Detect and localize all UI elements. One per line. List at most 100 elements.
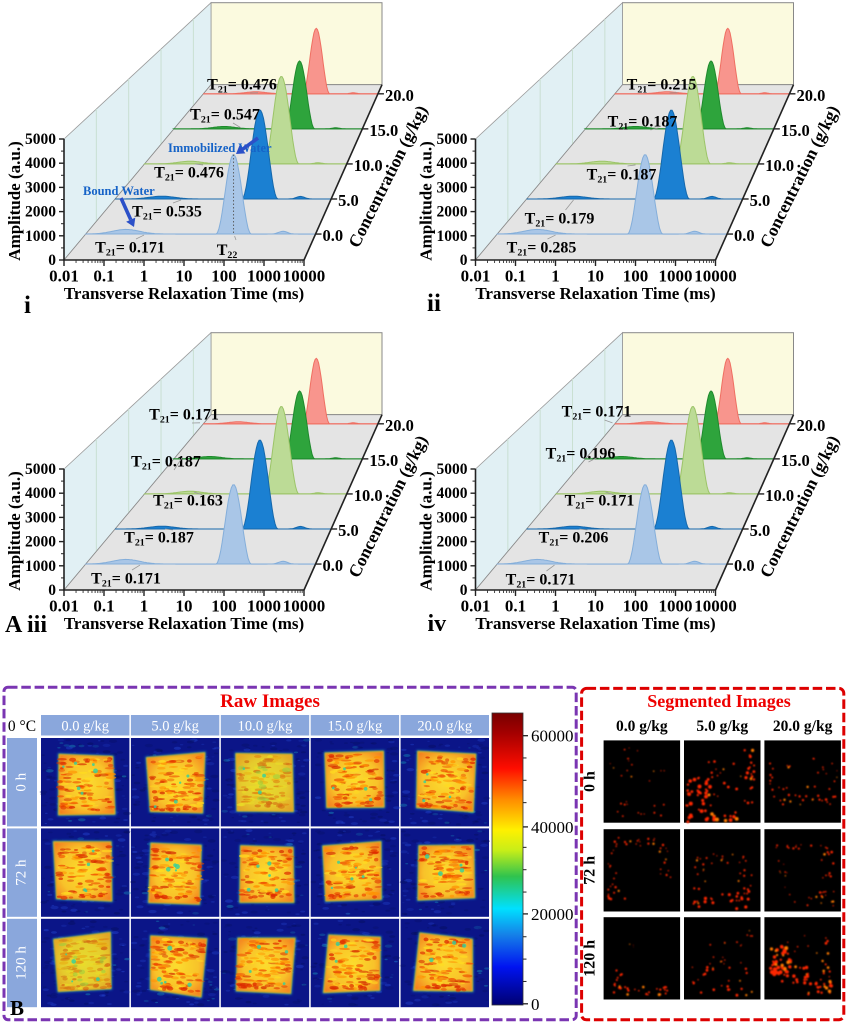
svg-text:5.0: 5.0 bbox=[750, 521, 771, 540]
svg-text:15.0: 15.0 bbox=[369, 451, 398, 470]
svg-text:2000: 2000 bbox=[25, 534, 56, 551]
svg-text:0 h: 0 h bbox=[14, 772, 30, 791]
svg-text:20.0: 20.0 bbox=[796, 86, 825, 105]
svg-text:100: 100 bbox=[623, 267, 649, 286]
svg-text:1: 1 bbox=[140, 267, 149, 286]
svg-text:T21= 0.476: T21= 0.476 bbox=[154, 165, 224, 184]
svg-text:120 h: 120 h bbox=[14, 946, 30, 980]
svg-text:3000: 3000 bbox=[25, 179, 56, 196]
svg-text:1000: 1000 bbox=[437, 228, 468, 245]
svg-text:Raw Images: Raw Images bbox=[220, 691, 320, 712]
svg-text:Amplitude (a.u.): Amplitude (a.u.) bbox=[5, 141, 24, 260]
svg-text:T21= 0.285: T21= 0.285 bbox=[507, 240, 577, 259]
svg-text:10: 10 bbox=[176, 267, 193, 286]
svg-text:T21= 0.547: T21= 0.547 bbox=[190, 107, 260, 126]
svg-text:Bound Water: Bound Water bbox=[83, 184, 155, 198]
svg-text:20.0 g/kg: 20.0 g/kg bbox=[417, 719, 472, 735]
svg-text:4000: 4000 bbox=[25, 485, 56, 502]
svg-text:T21= 0.171: T21= 0.171 bbox=[565, 493, 635, 512]
svg-text:0 °C: 0 °C bbox=[8, 718, 36, 735]
svg-text:0.0 g/kg: 0.0 g/kg bbox=[616, 718, 668, 735]
svg-text:0.1: 0.1 bbox=[93, 597, 114, 616]
svg-text:2000: 2000 bbox=[25, 204, 56, 221]
svg-text:T21= 0.171: T21= 0.171 bbox=[149, 407, 219, 426]
svg-text:T21= 0.187: T21= 0.187 bbox=[131, 454, 201, 473]
svg-text:Amplitude (a.u.): Amplitude (a.u.) bbox=[5, 471, 24, 590]
svg-text:0.01: 0.01 bbox=[461, 597, 491, 616]
svg-text:120 h: 120 h bbox=[582, 940, 599, 977]
svg-text:0.0: 0.0 bbox=[323, 226, 344, 245]
svg-text:Immobilized Water: Immobilized Water bbox=[168, 141, 272, 155]
svg-text:1000: 1000 bbox=[25, 558, 56, 575]
svg-text:1: 1 bbox=[140, 597, 149, 616]
svg-text:15.0: 15.0 bbox=[369, 121, 398, 140]
svg-text:3000: 3000 bbox=[25, 509, 56, 526]
svg-text:1000: 1000 bbox=[437, 558, 468, 575]
svg-text:T21= 0.187: T21= 0.187 bbox=[587, 167, 657, 186]
svg-text:ii: ii bbox=[427, 290, 441, 317]
svg-text:T21= 0.179: T21= 0.179 bbox=[525, 211, 595, 230]
svg-text:1000: 1000 bbox=[659, 597, 693, 616]
svg-text:T21= 0.187: T21= 0.187 bbox=[124, 530, 194, 549]
svg-text:1000: 1000 bbox=[247, 267, 281, 286]
svg-text:4000: 4000 bbox=[25, 155, 56, 172]
svg-text:15.0: 15.0 bbox=[781, 451, 810, 470]
svg-text:72 h: 72 h bbox=[582, 856, 599, 885]
svg-text:T21= 0.476: T21= 0.476 bbox=[207, 77, 277, 96]
svg-text:100: 100 bbox=[623, 597, 649, 616]
svg-text:T21= 0.196: T21= 0.196 bbox=[546, 446, 616, 465]
svg-text:Transverse Relaxation Time (ms: Transverse Relaxation Time (ms) bbox=[475, 284, 715, 303]
svg-text:1000: 1000 bbox=[247, 597, 281, 616]
svg-text:0.0: 0.0 bbox=[323, 556, 344, 575]
svg-text:0.1: 0.1 bbox=[505, 597, 526, 616]
svg-text:T21= 0.171: T21= 0.171 bbox=[562, 404, 632, 423]
svg-text:A iii: A iii bbox=[5, 612, 47, 638]
svg-text:T21= 0.171: T21= 0.171 bbox=[95, 240, 165, 259]
svg-text:20.0: 20.0 bbox=[385, 86, 414, 105]
svg-text:B: B bbox=[10, 996, 24, 1020]
svg-text:Transverse Relaxation Time (ms: Transverse Relaxation Time (ms) bbox=[64, 284, 304, 303]
svg-text:3000: 3000 bbox=[437, 179, 468, 196]
svg-text:1: 1 bbox=[551, 267, 560, 286]
svg-text:10000: 10000 bbox=[694, 267, 737, 286]
svg-text:10: 10 bbox=[176, 597, 193, 616]
svg-text:1: 1 bbox=[551, 597, 560, 616]
svg-text:5.0: 5.0 bbox=[750, 191, 771, 210]
svg-text:1000: 1000 bbox=[25, 228, 56, 245]
svg-text:iv: iv bbox=[428, 611, 447, 637]
svg-text:15.0 g/kg: 15.0 g/kg bbox=[328, 719, 383, 735]
svg-text:5.0 g/kg: 5.0 g/kg bbox=[151, 719, 199, 735]
svg-text:T21= 0.171: T21= 0.171 bbox=[506, 572, 576, 591]
svg-text:40000: 40000 bbox=[531, 818, 574, 837]
svg-text:0.01: 0.01 bbox=[49, 267, 79, 286]
svg-text:4000: 4000 bbox=[437, 485, 468, 502]
svg-text:10000: 10000 bbox=[283, 597, 326, 616]
svg-text:5000: 5000 bbox=[25, 131, 56, 148]
svg-text:0.01: 0.01 bbox=[49, 597, 79, 616]
svg-text:20.0: 20.0 bbox=[385, 416, 414, 435]
svg-text:5.0: 5.0 bbox=[338, 521, 359, 540]
svg-text:i: i bbox=[24, 292, 31, 319]
svg-text:72 h: 72 h bbox=[14, 859, 30, 886]
svg-text:20.0: 20.0 bbox=[796, 416, 825, 435]
svg-text:Transverse Relaxation Time (ms: Transverse Relaxation Time (ms) bbox=[64, 614, 304, 633]
svg-text:T21= 0.171: T21= 0.171 bbox=[91, 571, 161, 590]
svg-text:3000: 3000 bbox=[437, 509, 468, 526]
svg-text:60000: 60000 bbox=[531, 727, 574, 746]
svg-text:10: 10 bbox=[587, 597, 604, 616]
svg-text:4000: 4000 bbox=[437, 155, 468, 172]
svg-text:T21= 0.215: T21= 0.215 bbox=[627, 77, 697, 96]
svg-text:T21= 0.187: T21= 0.187 bbox=[608, 114, 678, 133]
svg-text:T21= 0.535: T21= 0.535 bbox=[132, 204, 202, 223]
svg-text:5000: 5000 bbox=[437, 131, 468, 148]
svg-text:5.0 g/kg: 5.0 g/kg bbox=[696, 718, 748, 735]
svg-text:100: 100 bbox=[211, 267, 237, 286]
svg-text:2000: 2000 bbox=[437, 204, 468, 221]
svg-text:20.0 g/kg: 20.0 g/kg bbox=[773, 718, 833, 735]
svg-text:0 h: 0 h bbox=[582, 771, 599, 792]
svg-text:100: 100 bbox=[211, 597, 237, 616]
svg-text:0.0 g/kg: 0.0 g/kg bbox=[61, 719, 109, 735]
svg-text:5000: 5000 bbox=[25, 461, 56, 478]
svg-text:0.0: 0.0 bbox=[734, 556, 755, 575]
svg-text:5.0: 5.0 bbox=[338, 191, 359, 210]
